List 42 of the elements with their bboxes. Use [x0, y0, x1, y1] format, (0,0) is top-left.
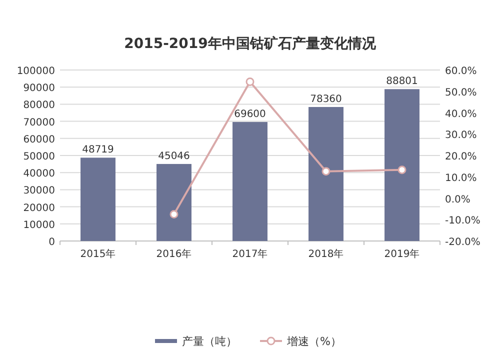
- x-tick-label: 2019年: [384, 248, 420, 260]
- bar: [308, 107, 344, 241]
- y-tick-label: 80000: [23, 100, 55, 112]
- y2-tick-label: -10.0%: [445, 216, 480, 227]
- y-tick-label: 40000: [23, 168, 55, 180]
- legend-label: 产量（吨）: [182, 335, 237, 348]
- y-tick-label: 70000: [23, 117, 55, 128]
- point: [398, 166, 406, 174]
- data-label: 88801: [386, 76, 418, 88]
- y-tick-label: 0: [48, 237, 55, 248]
- point: [170, 210, 178, 219]
- x-tick-label: 2016年: [156, 248, 192, 260]
- bar: [80, 158, 116, 241]
- chart-title: 2015-2019年中国钴矿石产量变化情况: [124, 35, 377, 52]
- y-tick-label: 20000: [23, 202, 55, 214]
- y2-tick-label: 20.0%: [445, 152, 477, 162]
- bar: [156, 164, 192, 241]
- data-label: 69600: [234, 108, 266, 120]
- bar: [232, 122, 268, 241]
- point: [246, 78, 254, 86]
- point: [322, 167, 330, 176]
- y-tick-label: 100000: [16, 66, 55, 77]
- y2-tick-label: 10.0%: [445, 172, 477, 184]
- y2-tick-label: 0.0%: [445, 194, 470, 206]
- y-tick-label: 90000: [23, 83, 55, 94]
- legend-label: 增速（%）: [286, 335, 342, 348]
- data-label: 45046: [158, 150, 190, 162]
- y2-tick-label: 60.0%: [445, 66, 477, 77]
- y-tick-label: 30000: [23, 186, 55, 197]
- x-tick-label: 2018年: [308, 248, 344, 260]
- y-tick-label: 50000: [23, 152, 55, 162]
- data-label: 78360: [310, 94, 342, 106]
- y2-tick-label: 40.0%: [445, 108, 477, 120]
- y2-tick-label: 50.0%: [445, 87, 477, 98]
- y2-tick-label: 30.0%: [445, 130, 477, 142]
- y2-tick-label: -20.0%: [445, 237, 480, 248]
- x-tick-label: 2017年: [232, 248, 268, 260]
- x-tick-label: 2015年: [80, 248, 116, 260]
- data-label: 48719: [82, 144, 114, 156]
- y-tick-label: 60000: [23, 134, 55, 146]
- y-tick-label: 10000: [23, 220, 55, 231]
- bar: [384, 89, 420, 241]
